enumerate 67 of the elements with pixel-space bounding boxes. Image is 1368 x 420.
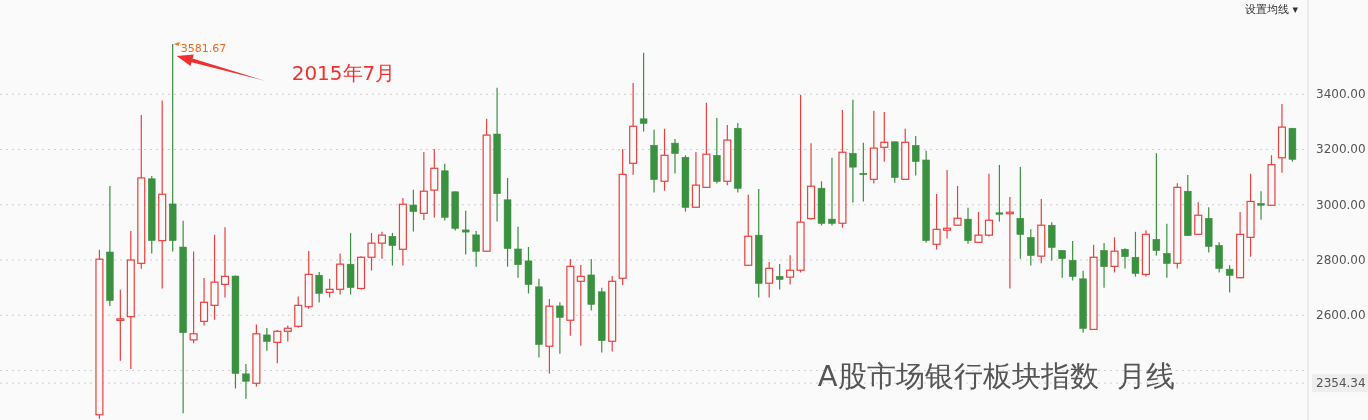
candlestick <box>974 211 983 244</box>
candlestick <box>430 148 439 219</box>
candlestick <box>273 329 282 364</box>
candlestick <box>1225 264 1234 294</box>
candlestick <box>775 263 784 291</box>
candlestick <box>765 261 774 299</box>
y-tick-label: 2354.34 <box>1316 376 1366 391</box>
candlestick <box>786 254 795 286</box>
candlestick <box>409 189 418 233</box>
candlestick <box>984 173 993 238</box>
annotation: 3581.67 <box>180 42 227 56</box>
candlestick <box>315 271 323 304</box>
candlestick <box>116 289 125 362</box>
candlestick <box>671 138 679 175</box>
candlestick <box>472 230 480 268</box>
y-tick-label: 2600.00 <box>1316 308 1366 323</box>
candlestick <box>325 278 334 299</box>
candlestick <box>377 231 387 260</box>
candlestick <box>1194 201 1203 236</box>
annotation: 2015年7月 <box>291 61 396 86</box>
y-tick-label: 3400.00 <box>1316 87 1366 102</box>
candlestick <box>189 250 198 344</box>
candlestick <box>461 210 470 256</box>
candlestick <box>1215 241 1223 274</box>
y-tick-label: 2800.00 <box>1316 253 1366 268</box>
candlestick <box>1131 231 1140 278</box>
candlestick <box>576 264 585 347</box>
candlestick <box>242 363 250 400</box>
candlestick <box>1163 223 1171 279</box>
text: A股市场银行板块指数 月线 <box>817 359 1175 393</box>
candlestick <box>880 111 889 163</box>
candlestick <box>346 232 355 296</box>
candlestick <box>367 232 376 272</box>
candlestick <box>514 226 522 279</box>
candlestick <box>953 185 962 227</box>
candlestick <box>911 135 920 177</box>
candlestick <box>1048 221 1056 262</box>
candlestick <box>691 151 700 209</box>
candlestick <box>828 157 836 227</box>
candlestick <box>995 164 1004 223</box>
y-tick-label: 3000.00 <box>1316 197 1366 212</box>
candlestick <box>210 234 219 321</box>
candlestick <box>1100 242 1108 289</box>
candlestick <box>849 99 857 204</box>
candlestick <box>556 301 564 355</box>
candlestick <box>1058 249 1066 279</box>
annotation: 设置均线 ▾ <box>1244 3 1299 16</box>
candlestick <box>1152 152 1161 257</box>
candlestick <box>200 277 209 327</box>
candlestick <box>524 246 533 295</box>
candlestick <box>1068 240 1077 282</box>
candlestick <box>419 151 428 221</box>
candlestick <box>964 207 972 245</box>
candlestick <box>1121 247 1129 270</box>
candlestick <box>1257 190 1265 221</box>
candlestick <box>639 52 648 133</box>
candlestick <box>388 232 397 267</box>
candlestick <box>1027 228 1035 267</box>
candlestick <box>1110 236 1119 274</box>
candlestick <box>859 142 868 203</box>
candlestick <box>932 193 941 251</box>
candlestick <box>1016 166 1025 260</box>
candlestick <box>220 226 230 299</box>
candlestick <box>294 295 303 329</box>
candlestick <box>263 327 271 352</box>
y-tick-label: 3200.00 <box>1316 142 1366 157</box>
candlestick <box>943 169 952 240</box>
